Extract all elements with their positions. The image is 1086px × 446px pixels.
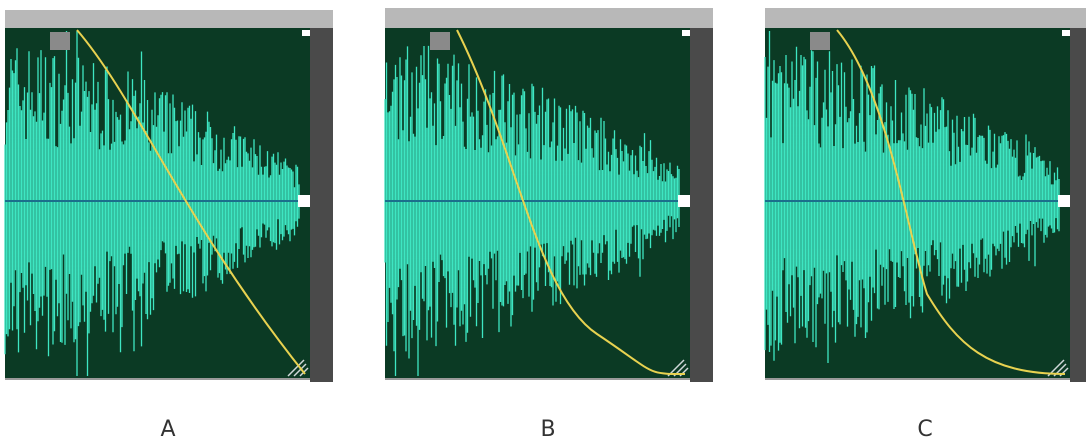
top-bar <box>385 8 713 28</box>
panel-label: A <box>160 417 175 442</box>
fade-panel <box>5 10 333 382</box>
level-handle <box>298 195 310 207</box>
level-handle <box>678 195 690 207</box>
page: ABC (() => { const data = JSON.parse(doc… <box>0 0 1086 446</box>
fade-handle <box>50 32 70 50</box>
panel-label: C <box>917 417 932 442</box>
fade-panel <box>765 8 1086 382</box>
fade-panel <box>385 8 713 382</box>
fade-handle <box>430 32 450 50</box>
side-strip <box>310 28 333 382</box>
level-handle <box>1058 195 1070 207</box>
corner-handle <box>302 30 310 36</box>
panel-label: B <box>540 417 555 442</box>
top-bar <box>5 10 333 28</box>
figure: A B C <box>0 0 1086 446</box>
side-strip <box>690 28 713 382</box>
top-bar <box>765 8 1086 28</box>
fade-handle <box>810 32 830 50</box>
side-strip <box>1070 28 1086 382</box>
corner-handle <box>682 30 690 36</box>
corner-handle <box>1062 30 1070 36</box>
